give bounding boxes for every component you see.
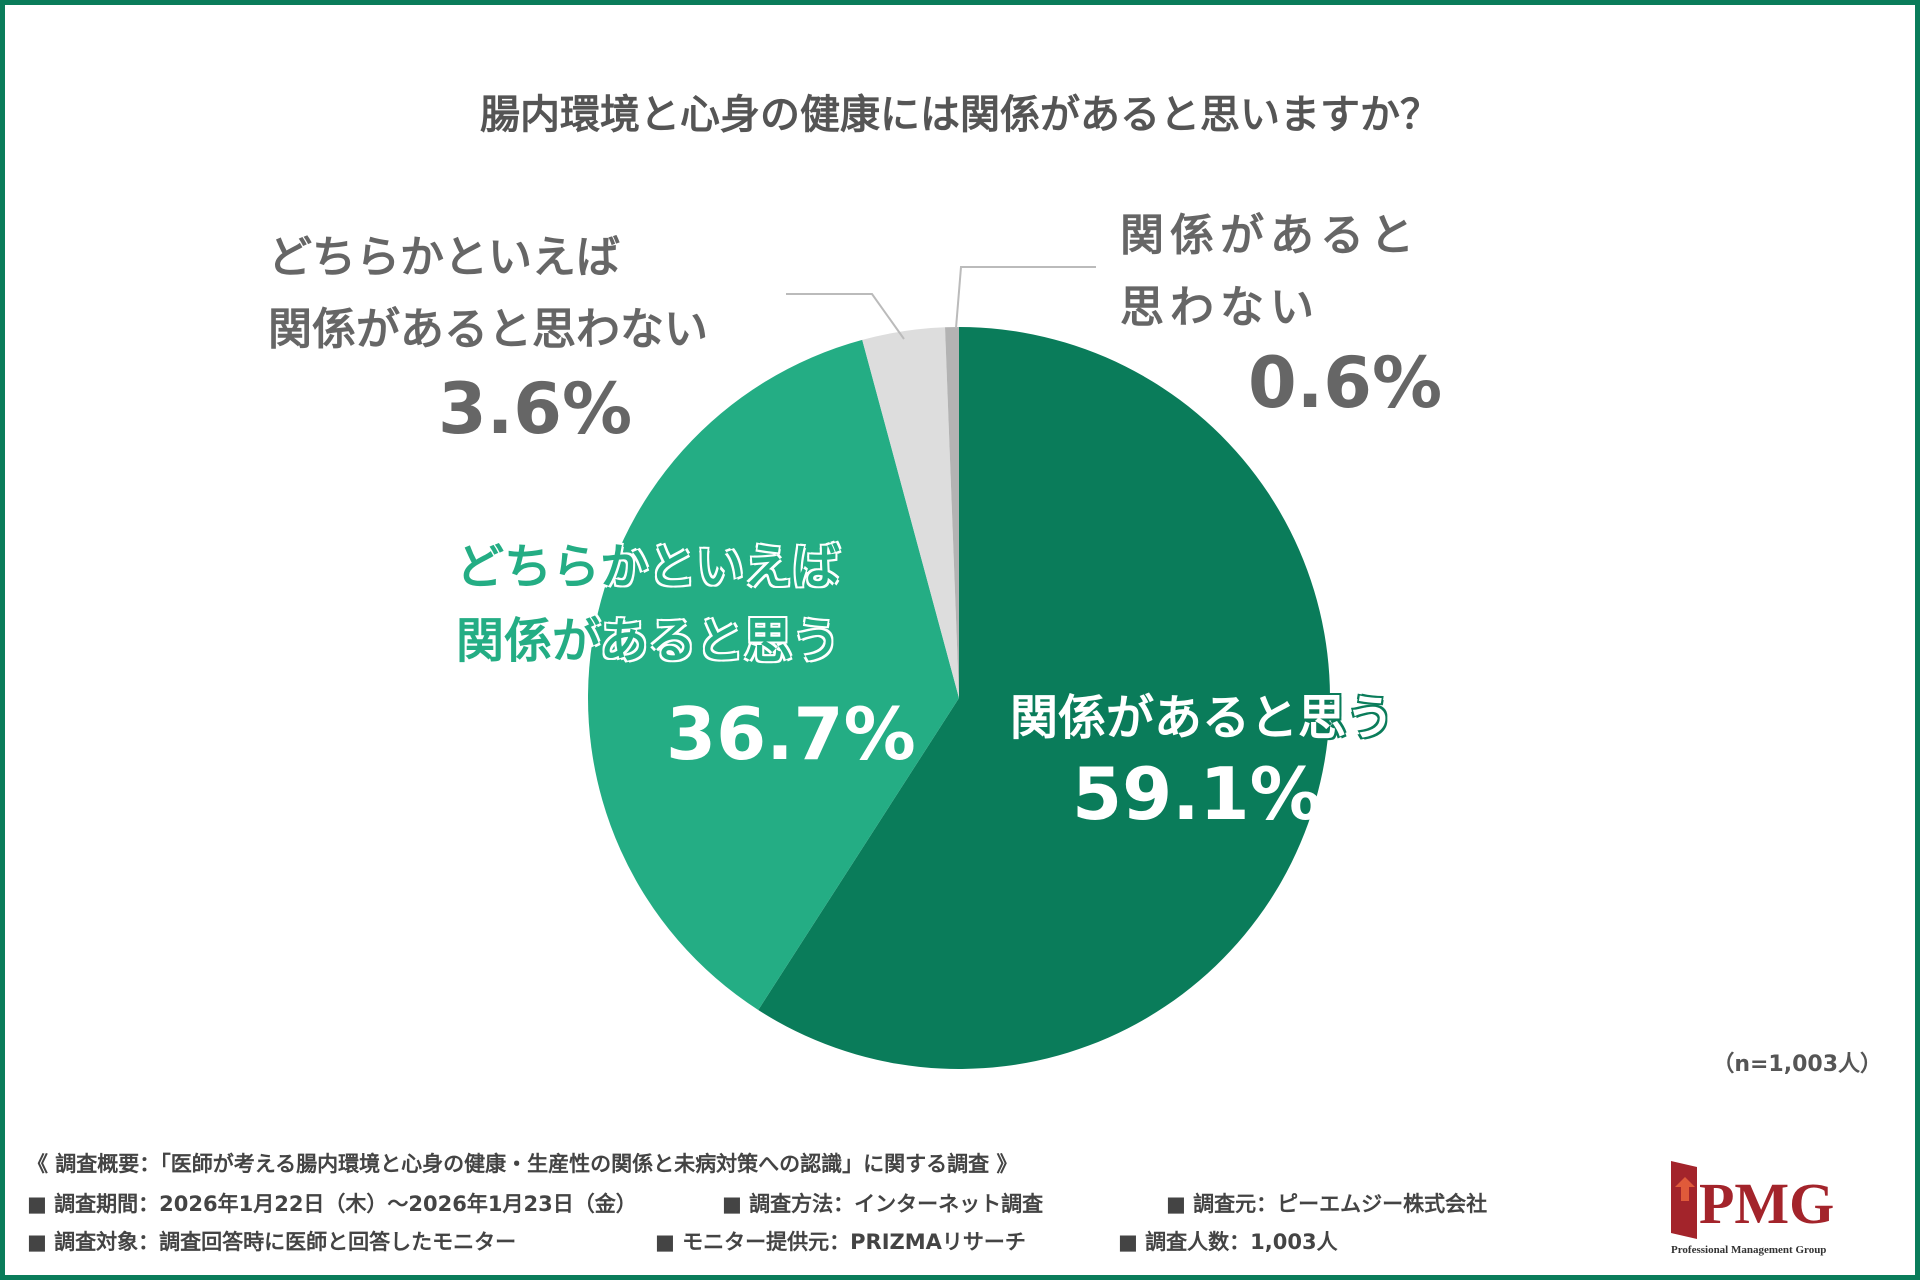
label-line: どちらかといえば xyxy=(268,232,620,283)
survey-method: ■ 調査方法：インターネット調査 xyxy=(722,1192,1044,1216)
pie-slice-2 xyxy=(862,327,959,698)
survey-source: ■ 調査元：ピーエムジー株式会社 xyxy=(1166,1192,1488,1216)
label-line: 関係があると xyxy=(1120,210,1420,261)
value-label-3-6: 3.6% xyxy=(438,368,633,450)
svg-text:PMG: PMG xyxy=(1699,1171,1834,1236)
survey-summary: 《 調査概要：「医師が考える腸内環境と心身の健康・生産性の関係と未病対策への認識… xyxy=(27,1152,1018,1176)
value-label-59-1: 59.1% xyxy=(1072,752,1322,836)
chart-title: 腸内環境と心身の健康には関係があると思いますか？ xyxy=(480,92,1440,138)
leader-line-0-6 xyxy=(955,266,1096,329)
pmg-logo: PMG Professional Management Group xyxy=(1669,1157,1869,1257)
survey-period: ■ 調査期間：2026年1月22日（木）～2026年1月23日（金） xyxy=(27,1192,637,1216)
logo-mark-icon: PMG Professional Management Group xyxy=(1671,1161,1834,1256)
label-line: 思わない xyxy=(1120,282,1320,333)
value-label-0-6: 0.6% xyxy=(1248,342,1443,424)
label-yes: 関係があると思う xyxy=(1010,690,1395,746)
label-line: 関係があると思う xyxy=(456,613,841,669)
survey-count: ■ 調査人数：1,003人 xyxy=(1118,1230,1338,1254)
survey-provider: ■ モニター提供元：PRIZMAリサーチ xyxy=(655,1230,1026,1254)
label-no: 関係があると 思わない xyxy=(1120,200,1420,344)
label-somewhat-yes: どちらかといえば 関係があると思う xyxy=(456,530,840,678)
label-somewhat-no: どちらかといえば 関係があると思わない xyxy=(268,222,708,366)
survey-target: ■ 調査対象：調査回答時に医師と回答したモニター xyxy=(27,1230,517,1254)
label-line: どちらかといえば xyxy=(456,539,841,595)
label-line: 関係があると思わない xyxy=(268,304,708,355)
sample-size: （n=1,003人） xyxy=(1712,1052,1882,1077)
svg-text:Professional Management Group: Professional Management Group xyxy=(1671,1244,1826,1256)
value-label-36-7: 36.7% xyxy=(666,692,916,776)
leader-line-3-6 xyxy=(786,293,905,340)
pie-slice-0 xyxy=(758,327,1330,1069)
pie-slice-1 xyxy=(588,339,959,1010)
pie-slice-3 xyxy=(945,327,959,698)
